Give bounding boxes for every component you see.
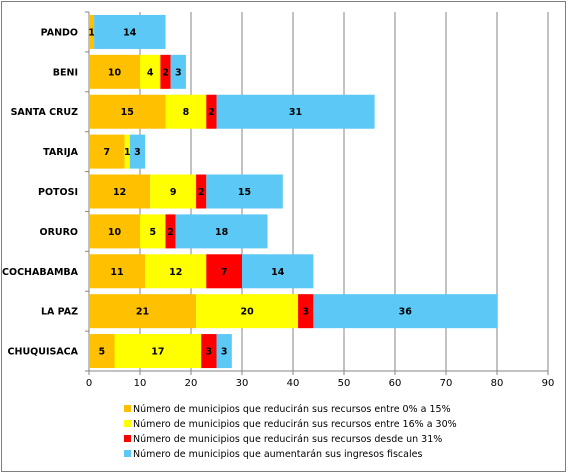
bar-segment — [216, 94, 375, 129]
bar-segment — [160, 54, 171, 89]
x-tick-label: 90 — [542, 378, 555, 389]
data-label: 1 — [124, 147, 131, 158]
data-label: 14 — [123, 27, 137, 38]
bar-segment — [206, 254, 242, 289]
bar-segment — [89, 174, 151, 209]
legend-swatch — [124, 435, 131, 442]
data-label: 2 — [162, 67, 169, 78]
legend-swatch — [124, 420, 131, 427]
legend-label: Número de municipios que reducirán sus r… — [133, 404, 451, 415]
bar-segment — [89, 134, 125, 169]
bar-segment — [170, 54, 186, 89]
data-label: 8 — [183, 107, 190, 118]
x-tick-label: 80 — [491, 378, 504, 389]
bar-segment — [196, 294, 299, 329]
category-label: POTOSI — [38, 187, 78, 198]
bar-segment — [129, 134, 146, 169]
data-label: 31 — [289, 107, 302, 118]
bar-segment — [89, 54, 140, 89]
data-label: 3 — [134, 147, 141, 158]
data-label: 15 — [121, 107, 134, 118]
bar-segment — [124, 134, 130, 169]
data-label: 7 — [221, 267, 228, 278]
category-label: ORURO — [40, 227, 79, 238]
data-label: 14 — [271, 267, 285, 278]
x-tick-label: 50 — [338, 378, 351, 389]
data-label: 20 — [240, 307, 254, 318]
category-label: BENI — [53, 67, 78, 78]
bar-segment — [89, 294, 197, 329]
bar-segment — [206, 174, 283, 209]
data-label: 3 — [302, 307, 309, 318]
data-label: 2 — [208, 107, 215, 118]
x-tick-label: 30 — [236, 378, 249, 389]
category-label: LA PAZ — [41, 307, 78, 318]
data-label: 17 — [151, 347, 164, 358]
bar-segment — [313, 294, 497, 329]
data-label: 36 — [399, 307, 413, 318]
bar-segment — [89, 14, 95, 49]
data-label: 10 — [108, 67, 122, 78]
bar-segment — [145, 254, 207, 289]
category-label: CHUQUISACA — [8, 347, 79, 358]
data-label: 21 — [136, 307, 149, 318]
data-label: 3 — [221, 347, 228, 358]
bar-segment — [140, 54, 161, 89]
bar-segment — [89, 94, 166, 129]
x-tick-label: 20 — [185, 378, 198, 389]
category-label: SANTA CRUZ — [11, 107, 79, 118]
category-label: PANDO — [41, 27, 78, 38]
category-label: COCHABAMBA — [2, 267, 79, 278]
bar-segment — [94, 14, 166, 49]
x-tick-label: 10 — [134, 378, 147, 389]
bar-segment — [201, 334, 217, 369]
data-label: 2 — [198, 187, 205, 198]
data-label: 7 — [104, 147, 111, 158]
x-tick-label: 40 — [287, 378, 300, 389]
data-label: 11 — [110, 267, 123, 278]
legend-swatch — [124, 405, 131, 412]
data-label: 18 — [215, 227, 229, 238]
bar-segment — [206, 94, 217, 129]
data-label: 12 — [113, 187, 126, 198]
data-label: 9 — [170, 187, 177, 198]
data-label: 3 — [206, 347, 213, 358]
data-label: 1 — [88, 27, 95, 38]
bar-segment — [242, 254, 314, 289]
bar-segment — [165, 94, 207, 129]
legend-label: Número de municipios que reducirán sus r… — [133, 434, 442, 445]
bar-segment — [216, 334, 232, 369]
bar-segment — [298, 294, 314, 329]
legend-label: Número de municipios que aumentarán sus … — [133, 449, 422, 460]
data-label: 10 — [108, 227, 122, 238]
bar-segment — [175, 214, 268, 249]
data-label: 5 — [98, 347, 105, 358]
bar-segment — [114, 334, 202, 369]
bar-segment — [140, 214, 166, 249]
data-label: 15 — [238, 187, 251, 198]
bar-segment — [89, 334, 115, 369]
bar-segment — [165, 214, 176, 249]
bar-segment — [89, 254, 146, 289]
data-label: 3 — [175, 67, 182, 78]
legend-label: Número de municipios que reducirán sus r… — [133, 419, 457, 430]
data-label: 5 — [149, 227, 156, 238]
data-label: 4 — [147, 67, 154, 78]
bar-segment — [89, 214, 140, 249]
bar-segment — [196, 174, 207, 209]
bar-segment — [150, 174, 197, 209]
x-tick-label: 0 — [86, 378, 92, 389]
category-label: TARIJA — [43, 147, 78, 158]
legend-swatch — [124, 450, 131, 457]
data-label: 12 — [169, 267, 182, 278]
x-tick-label: 60 — [389, 378, 402, 389]
data-label: 2 — [167, 227, 174, 238]
x-tick-label: 70 — [440, 378, 453, 389]
